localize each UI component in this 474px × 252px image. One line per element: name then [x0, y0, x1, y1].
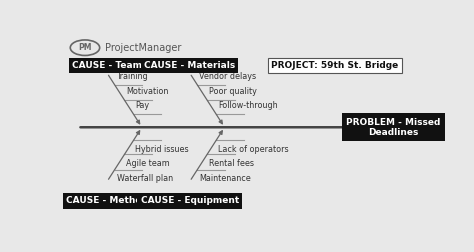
Text: CAUSE - Equipment: CAUSE - Equipment [140, 197, 239, 205]
Text: Hybrid issues: Hybrid issues [136, 145, 189, 153]
Text: Training: Training [117, 72, 148, 81]
Text: CAUSE - Materials: CAUSE - Materials [144, 61, 235, 70]
Text: PROBLEM - Missed
Deadlines: PROBLEM - Missed Deadlines [346, 118, 441, 137]
Text: ProjectManager: ProjectManager [105, 43, 182, 53]
Text: Agile team: Agile team [126, 159, 170, 168]
Text: Follow-through: Follow-through [218, 101, 278, 110]
Text: Motivation: Motivation [126, 87, 169, 96]
Text: Pay: Pay [136, 101, 149, 110]
Text: Poor quality: Poor quality [209, 87, 257, 96]
Text: Vendor delays: Vendor delays [199, 72, 256, 81]
Text: PM: PM [78, 43, 91, 52]
Text: Lack of operators: Lack of operators [218, 145, 289, 153]
Text: CAUSE - Method: CAUSE - Method [66, 197, 148, 205]
Text: CAUSE - Team: CAUSE - Team [72, 61, 142, 70]
Text: Rental fees: Rental fees [209, 159, 254, 168]
Text: Waterfall plan: Waterfall plan [117, 174, 173, 183]
Text: Maintenance: Maintenance [199, 174, 251, 183]
Text: PROJECT: 59th St. Bridge: PROJECT: 59th St. Bridge [271, 61, 398, 70]
